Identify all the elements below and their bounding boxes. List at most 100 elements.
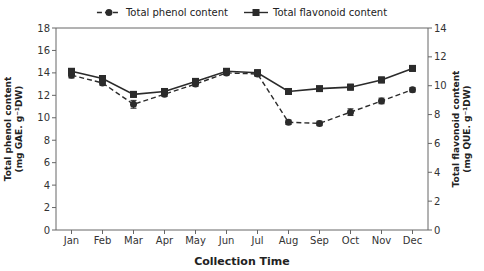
y-tick bbox=[52, 162, 56, 163]
x-tick bbox=[164, 230, 165, 234]
data-point bbox=[409, 65, 416, 72]
data-point bbox=[347, 109, 354, 116]
y-axis-label-line: (mg GAE. g⁻¹DW) bbox=[14, 86, 24, 173]
error-bar bbox=[348, 84, 354, 90]
x-tick bbox=[381, 230, 382, 234]
y2-tick-label: 4 bbox=[434, 167, 440, 178]
x-tick bbox=[350, 230, 351, 234]
error-bar-cap bbox=[131, 100, 137, 101]
y-tick-label: 16 bbox=[37, 45, 50, 56]
data-point bbox=[316, 85, 323, 92]
y-tick-label: 2 bbox=[44, 202, 50, 213]
x-tick bbox=[412, 230, 413, 234]
data-point bbox=[130, 91, 137, 98]
y2-axis-label-line: Total flavonoid content bbox=[451, 70, 461, 188]
x-tick bbox=[257, 230, 258, 234]
y2-tick-label: 6 bbox=[434, 138, 440, 149]
y2-tick bbox=[428, 172, 432, 173]
y-tick bbox=[52, 230, 56, 231]
x-tick-label: Mar bbox=[124, 235, 144, 246]
legend-label: Total phenol content bbox=[125, 7, 228, 18]
data-point bbox=[223, 68, 230, 75]
y-tick-label: 6 bbox=[44, 157, 50, 168]
x-tick bbox=[71, 230, 72, 234]
y2-tick bbox=[428, 85, 432, 86]
error-bar bbox=[255, 70, 261, 76]
data-point bbox=[130, 101, 137, 108]
y2-tick-label: 2 bbox=[434, 196, 440, 207]
x-tick bbox=[102, 230, 103, 234]
x-axis-label: Collection Time bbox=[194, 255, 290, 268]
y2-axis-line bbox=[428, 28, 429, 230]
y2-tick-label: 14 bbox=[434, 23, 447, 34]
x-tick-label: Apr bbox=[156, 235, 174, 246]
data-point bbox=[68, 68, 75, 75]
y-axis-line bbox=[56, 28, 57, 230]
top-frame-line bbox=[56, 28, 428, 29]
x-tick bbox=[319, 230, 320, 234]
y-axis-label: Total phenol content(mg GAE. g⁻¹DW) bbox=[3, 76, 24, 181]
series-line bbox=[72, 73, 413, 124]
y-tick-label: 18 bbox=[37, 23, 50, 34]
data-point bbox=[254, 69, 261, 76]
data-point bbox=[347, 84, 354, 91]
x-tick bbox=[133, 230, 134, 234]
data-point bbox=[409, 86, 416, 93]
x-axis-line bbox=[56, 230, 428, 231]
plot-area bbox=[68, 65, 416, 127]
series-line bbox=[72, 68, 413, 94]
x-tick-label: Jul bbox=[250, 235, 263, 246]
x-tick-label: Jun bbox=[218, 235, 235, 246]
y2-tick bbox=[428, 56, 432, 57]
y-tick bbox=[52, 140, 56, 141]
data-point bbox=[378, 97, 385, 104]
y-tick-label: 12 bbox=[37, 90, 50, 101]
x-tick-label: Jan bbox=[63, 235, 79, 246]
error-bar bbox=[379, 77, 385, 83]
y-axis-label-line: Total phenol content bbox=[3, 76, 13, 181]
error-bar-cap bbox=[131, 108, 137, 109]
data-point bbox=[378, 76, 385, 83]
y2-axis-label-line: (mg QUE. g⁻¹DW) bbox=[462, 85, 472, 172]
y-tick bbox=[52, 28, 56, 29]
y-tick-label: 8 bbox=[44, 135, 50, 146]
error-bar bbox=[131, 100, 137, 108]
y2-tick bbox=[428, 143, 432, 144]
error-bar bbox=[379, 98, 385, 104]
y2-tick-label: 0 bbox=[434, 225, 440, 236]
x-tick-label: Feb bbox=[94, 235, 112, 246]
y2-tick bbox=[428, 230, 432, 231]
x-tick-label: May bbox=[185, 235, 206, 246]
data-point bbox=[99, 75, 106, 82]
data-point bbox=[285, 119, 292, 126]
y-tick-label: 10 bbox=[37, 112, 50, 123]
x-tick bbox=[288, 230, 289, 234]
chart: 02468101214161802468101214JanFebMarAprMa… bbox=[0, 0, 484, 271]
y-tick bbox=[52, 117, 56, 118]
legend-item: Total flavonoid content bbox=[244, 7, 387, 18]
y-tick bbox=[52, 185, 56, 186]
legend-label: Total flavonoid content bbox=[272, 7, 387, 18]
y-tick bbox=[52, 95, 56, 96]
y-tick bbox=[52, 50, 56, 51]
data-point bbox=[316, 120, 323, 127]
data-point bbox=[192, 78, 199, 85]
y2-tick bbox=[428, 114, 432, 115]
y-tick bbox=[52, 207, 56, 208]
legend: Total phenol content Total flavonoid cont… bbox=[97, 7, 387, 18]
legend-marker bbox=[253, 9, 260, 16]
y2-tick-label: 12 bbox=[434, 51, 447, 62]
y2-tick-label: 8 bbox=[434, 109, 440, 120]
x-tick-label: Dec bbox=[403, 235, 422, 246]
y2-axis-label: Total flavonoid content(mg QUE. g⁻¹DW) bbox=[451, 70, 472, 188]
error-bar bbox=[348, 109, 354, 116]
x-tick-label: Sep bbox=[310, 235, 329, 246]
error-bar bbox=[410, 66, 416, 72]
y-tick-label: 4 bbox=[44, 180, 50, 191]
y2-tick bbox=[428, 28, 432, 29]
x-tick-label: Aug bbox=[279, 235, 299, 246]
x-tick-label: Oct bbox=[342, 235, 359, 246]
y-tick-label: 0 bbox=[44, 225, 50, 236]
y2-tick-label: 10 bbox=[434, 80, 447, 91]
x-tick bbox=[195, 230, 196, 234]
